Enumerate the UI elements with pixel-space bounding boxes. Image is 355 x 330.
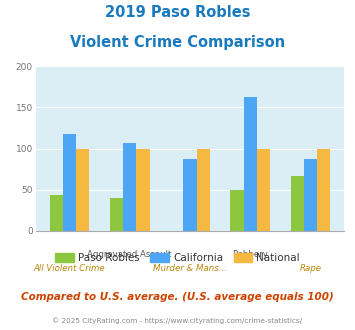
Bar [230, 190, 244, 231]
Bar [183, 159, 197, 231]
Bar [317, 148, 330, 231]
Bar [244, 97, 257, 231]
Text: 2019 Paso Robles: 2019 Paso Robles [105, 5, 250, 20]
Bar [110, 198, 123, 231]
Bar [76, 148, 89, 231]
Text: All Violent Crime: All Violent Crime [34, 264, 105, 273]
Bar [257, 148, 270, 231]
Bar [50, 195, 63, 231]
Bar [136, 148, 149, 231]
Legend: Paso Robles, California, National: Paso Robles, California, National [51, 248, 304, 267]
Text: © 2025 CityRating.com - https://www.cityrating.com/crime-statistics/: © 2025 CityRating.com - https://www.city… [53, 317, 302, 324]
Bar [304, 159, 317, 231]
Text: Aggravated Assault: Aggravated Assault [87, 250, 172, 259]
Text: Violent Crime Comparison: Violent Crime Comparison [70, 35, 285, 50]
Bar [197, 148, 210, 231]
Bar [63, 134, 76, 231]
Text: Murder & Mans...: Murder & Mans... [153, 264, 227, 273]
Bar [290, 176, 304, 231]
Text: Robbery: Robbery [232, 250, 268, 259]
Text: Compared to U.S. average. (U.S. average equals 100): Compared to U.S. average. (U.S. average … [21, 292, 334, 302]
Text: Rape: Rape [299, 264, 321, 273]
Bar [123, 143, 136, 231]
